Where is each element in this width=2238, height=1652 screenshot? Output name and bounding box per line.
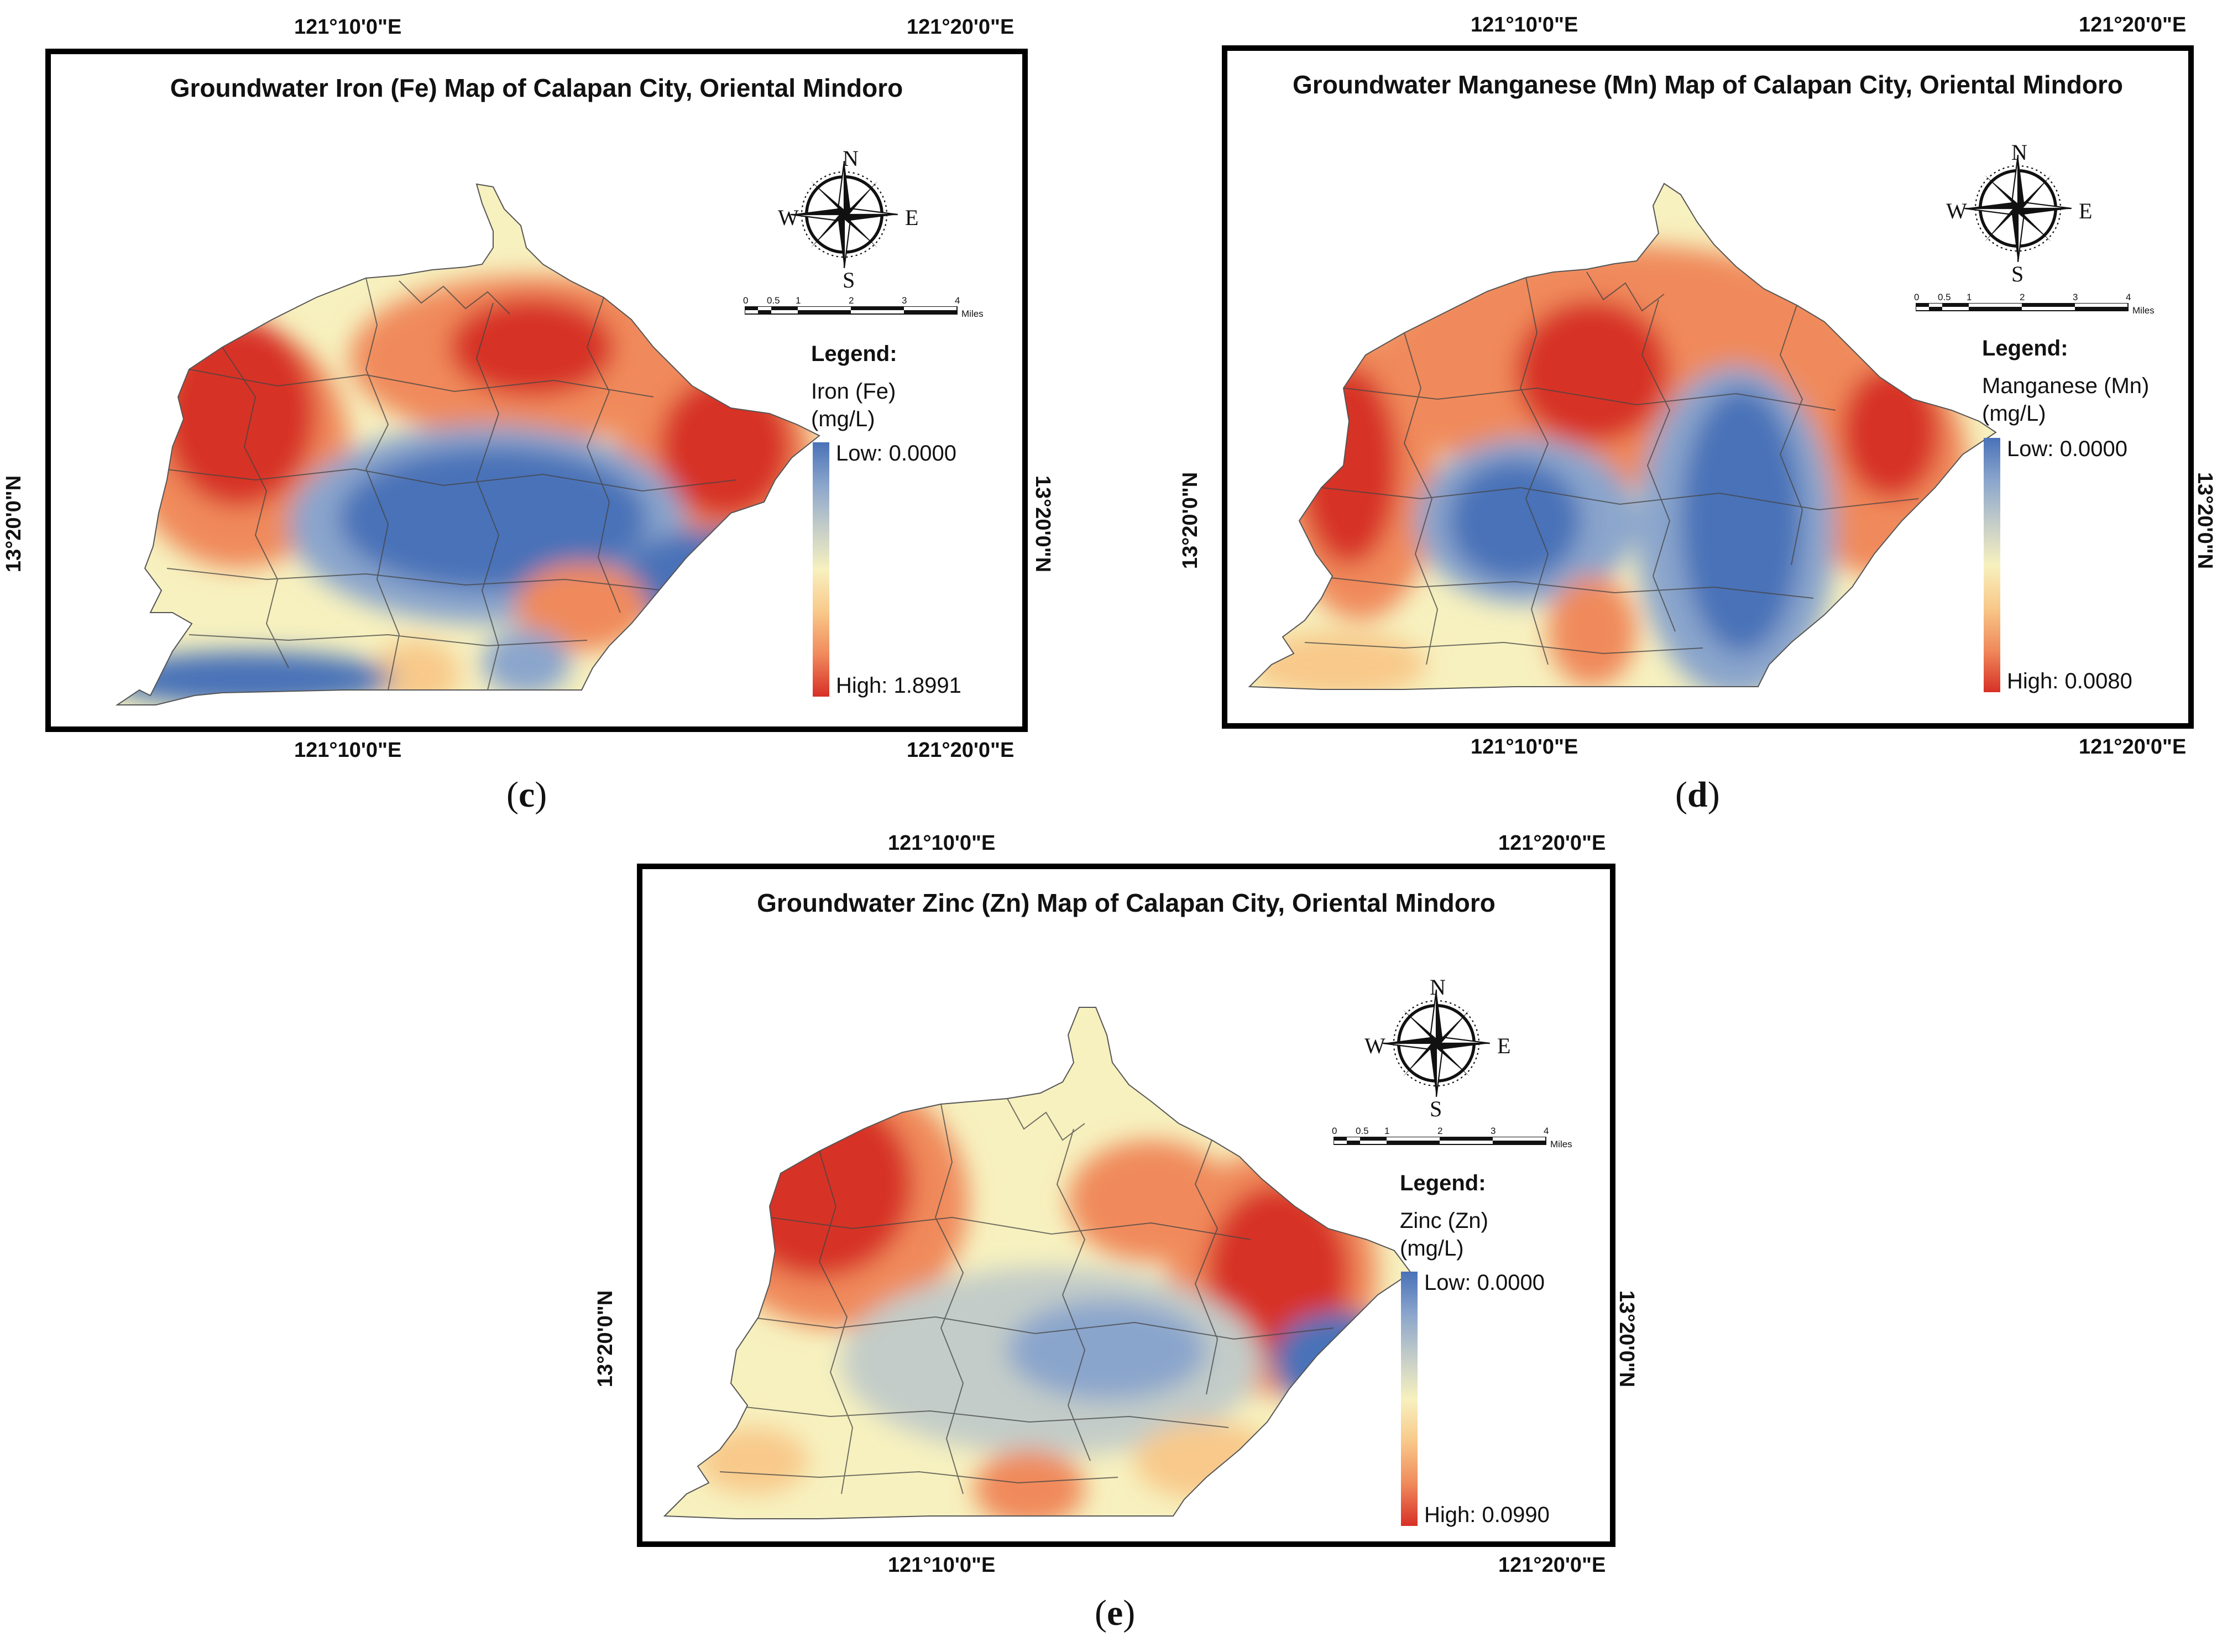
scale-tick-1: 0.5 bbox=[1938, 292, 1951, 302]
map-frame-mn: Groundwater Manganese (Mn) Map of Calapa… bbox=[1222, 45, 2194, 729]
lon-label-bottom-b: 121°20'0"E bbox=[907, 739, 1015, 762]
compass-s: S bbox=[1430, 1096, 1442, 1121]
compass-w: W bbox=[778, 205, 799, 230]
lon-label-top-b: 121°20'0"E bbox=[907, 15, 1015, 39]
lon-label-top-a: 121°10'0"E bbox=[294, 15, 402, 39]
scale-tick-4: 3 bbox=[902, 295, 907, 306]
compass-e: E bbox=[905, 205, 919, 230]
lon-label-top-b: 121°20'0"E bbox=[1498, 832, 1606, 855]
scale-tick-0: 0 bbox=[743, 295, 749, 306]
scale-tick-2: 1 bbox=[1384, 1126, 1390, 1136]
legend-unit: (mg/L) bbox=[811, 407, 875, 431]
scale-tick-2: 1 bbox=[796, 295, 801, 306]
legend-color-ramp bbox=[1401, 1272, 1418, 1526]
lon-label-bottom-a: 121°10'0"E bbox=[888, 1554, 996, 1577]
lon-label-top-a: 121°10'0"E bbox=[1471, 13, 1578, 36]
compass-e: E bbox=[1497, 1033, 1511, 1058]
caption-letter: c bbox=[518, 775, 535, 815]
compass-n: N bbox=[2011, 140, 2027, 165]
caption-d: (d) bbox=[1675, 775, 1720, 815]
lon-label-bottom-b: 121°20'0"E bbox=[2079, 735, 2187, 759]
lat-label-left: 13°20'0"N bbox=[1179, 472, 1202, 569]
legend-title: Legend: bbox=[811, 342, 897, 366]
lat-label-left: 13°20'0"N bbox=[594, 1290, 618, 1388]
lon-label-bottom-a: 121°10'0"E bbox=[1471, 735, 1578, 759]
scale-tick-4: 3 bbox=[2073, 292, 2078, 302]
scale-unit: Miles bbox=[1550, 1139, 1572, 1149]
lat-label-right: 13°20'0"N bbox=[1615, 1290, 1639, 1388]
scale-tick-4: 3 bbox=[1491, 1126, 1496, 1136]
panel-zn: 121°10'0"E 121°20'0"E Groundwater Zinc (… bbox=[586, 829, 1653, 1652]
lat-label-left: 13°20'0"N bbox=[2, 475, 26, 573]
compass-w: W bbox=[1364, 1033, 1385, 1058]
compass-rose-icon bbox=[1964, 155, 2072, 262]
compass-w: W bbox=[1946, 198, 1967, 223]
map-frame-zn: Groundwater Zinc (Zn) Map of Calapan Cit… bbox=[637, 864, 1615, 1547]
legend-high: High: 1.8991 bbox=[836, 673, 961, 698]
lon-label-top-a: 121°10'0"E bbox=[888, 832, 996, 855]
compass-rose-icon bbox=[791, 161, 898, 268]
lon-label-bottom-a: 121°10'0"E bbox=[294, 739, 402, 762]
legend-high: High: 0.0080 bbox=[2007, 669, 2132, 693]
legend-low: Low: 0.0000 bbox=[1424, 1271, 1545, 1295]
legend-color-ramp bbox=[1984, 438, 2000, 692]
legend-element: Zinc (Zn) bbox=[1400, 1209, 1488, 1233]
scale-tick-1: 0.5 bbox=[1356, 1126, 1369, 1136]
panel-mn: 121°10'0"E 121°20'0"E Groundwater Mangan… bbox=[1172, 0, 2238, 829]
legend-color-ramp bbox=[813, 442, 829, 697]
legend-title: Legend: bbox=[1982, 336, 2068, 360]
map-area-zn bbox=[663, 1007, 1412, 1519]
scale-tick-3: 2 bbox=[849, 295, 854, 306]
scale-tick-5: 4 bbox=[1544, 1126, 1549, 1136]
map-title-mn: Groundwater Manganese (Mn) Map of Calapa… bbox=[1293, 70, 2123, 99]
scale-bar: 0 0.5 1 2 3 4 Miles bbox=[1914, 292, 2159, 316]
compass-rose-icon bbox=[1383, 990, 1490, 1097]
scale-bar: 0 0.5 1 2 3 4 Miles bbox=[743, 295, 988, 319]
compass-s: S bbox=[843, 268, 855, 292]
lat-label-right: 13°20'0"N bbox=[2193, 472, 2217, 569]
compass-n: N bbox=[843, 146, 859, 171]
compass-e: E bbox=[2079, 198, 2093, 223]
scale-tick-5: 4 bbox=[955, 295, 960, 306]
map-area-mn bbox=[1248, 182, 1997, 690]
scale-bar: 0 0.5 1 2 3 4 Miles bbox=[1332, 1126, 1577, 1149]
scale-tick-0: 0 bbox=[1914, 292, 1920, 302]
legend-high: High: 0.0990 bbox=[1424, 1503, 1550, 1527]
legend-unit: (mg/L) bbox=[1982, 401, 2046, 426]
caption-letter: d bbox=[1687, 775, 1708, 815]
lat-label-right: 13°20'0"N bbox=[1031, 475, 1055, 573]
legend-element: Iron (Fe) bbox=[811, 379, 896, 404]
scale-tick-1: 0.5 bbox=[767, 295, 780, 306]
lon-label-top-b: 121°20'0"E bbox=[2079, 13, 2187, 36]
map-title-fe: Groundwater Iron (Fe) Map of Calapan Cit… bbox=[170, 74, 903, 102]
panel-fe: 121°10'0"E 121°20'0"E Groundwater Iron (… bbox=[0, 0, 1054, 829]
compass-s: S bbox=[2011, 262, 2024, 286]
scale-unit: Miles bbox=[2132, 305, 2155, 316]
legend-low: Low: 0.0000 bbox=[836, 441, 956, 466]
scale-unit: Miles bbox=[961, 309, 984, 319]
legend-low: Low: 0.0000 bbox=[2007, 437, 2127, 461]
scale-tick-3: 2 bbox=[2020, 292, 2025, 302]
caption-e: (e) bbox=[1095, 1593, 1136, 1633]
lon-label-bottom-b: 121°20'0"E bbox=[1498, 1554, 1606, 1577]
scale-tick-2: 1 bbox=[1967, 292, 1972, 302]
map-frame-fe: Groundwater Iron (Fe) Map of Calapan Cit… bbox=[45, 49, 1028, 732]
legend-title: Legend: bbox=[1400, 1171, 1486, 1195]
legend-element: Manganese (Mn) bbox=[1982, 374, 2150, 398]
scale-tick-5: 4 bbox=[2126, 292, 2131, 302]
caption-c: (c) bbox=[506, 775, 547, 815]
scale-tick-3: 2 bbox=[1437, 1126, 1443, 1136]
compass-n: N bbox=[1430, 975, 1446, 1000]
map-area-fe bbox=[115, 183, 820, 705]
scale-tick-0: 0 bbox=[1332, 1126, 1337, 1136]
legend-unit: (mg/L) bbox=[1400, 1236, 1464, 1261]
caption-letter: e bbox=[1106, 1593, 1123, 1633]
map-title-zn: Groundwater Zinc (Zn) Map of Calapan Cit… bbox=[757, 888, 1496, 917]
